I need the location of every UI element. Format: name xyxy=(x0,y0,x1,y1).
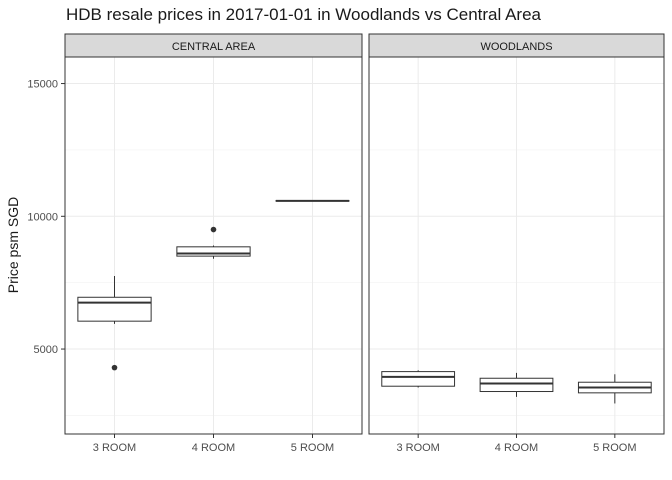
box-4-room xyxy=(479,372,554,397)
box-5-room xyxy=(577,374,652,404)
box-iqr xyxy=(176,246,251,257)
y-tick-label: 5000 xyxy=(34,344,58,356)
box-4-room xyxy=(176,226,251,259)
x-tick-label: 4 ROOM xyxy=(192,442,235,454)
y-tick-label: 15000 xyxy=(27,79,58,91)
facet-strip xyxy=(64,33,363,58)
facet-strip-label: WOODLANDS xyxy=(480,41,552,53)
y-tick-label: 10000 xyxy=(27,211,58,223)
facet-strip xyxy=(368,33,665,58)
box-3-room xyxy=(77,276,152,371)
x-tick-label: 4 ROOM xyxy=(495,442,538,454)
facet-strip-label: CENTRAL AREA xyxy=(172,41,256,53)
box-iqr xyxy=(381,371,456,387)
y-axis-label: Price psm SGD xyxy=(5,197,21,293)
chart-title: HDB resale prices in 2017-01-01 in Woodl… xyxy=(66,5,541,24)
facet-panel-woodlands: WOODLANDS 3 ROOM 4 ROOM 5 ROOM xyxy=(368,33,665,454)
outlier-point xyxy=(210,226,217,233)
x-tick-label: 3 ROOM xyxy=(93,442,136,454)
x-tick-label: 5 ROOM xyxy=(593,442,636,454)
facet-panel-central-area: CENTRAL AREA 3 ROOM 4 ROOM 5 ROOM xyxy=(64,33,363,454)
x-tick-label: 3 ROOM xyxy=(396,442,439,454)
box-3-room xyxy=(381,370,456,388)
outlier-point xyxy=(111,364,118,371)
x-tick-label: 5 ROOM xyxy=(291,442,334,454)
box-iqr xyxy=(77,296,152,322)
box-iqr xyxy=(479,377,554,393)
